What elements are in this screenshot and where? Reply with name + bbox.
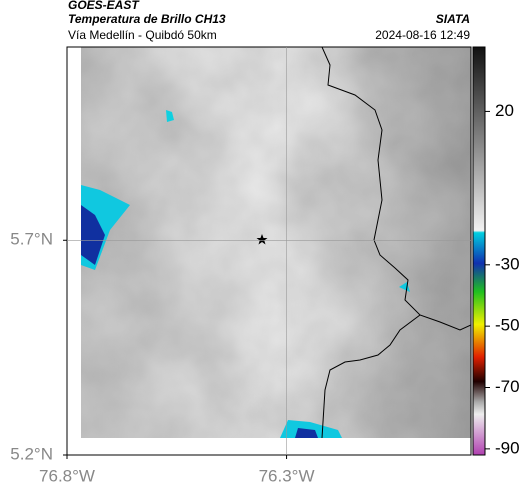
x-tick-label: 76.3°W [259,466,315,485]
colorbar-tick-label: 20 [495,101,514,120]
colorbar-tick-label: -50 [495,316,520,335]
y-tick-label: 5.2°N [10,444,53,463]
x-tick-label: 76.8°W [39,466,95,485]
map-frame [66,46,472,456]
title: Temperatura de Brillo CH13 [68,12,226,26]
datetime: 2024-08-16 12:49 [375,28,470,42]
colorbar-tick-label: -90 [495,438,520,457]
source: GOES-EAST [68,0,140,12]
y-tick-label: 5.7°N [10,230,53,249]
agency: SIATA [436,12,470,26]
colorbar-tick-label: -30 [495,254,520,273]
subtitle: Vía Medellín - Quibdó 50km [68,28,217,42]
colorbar-tick-label: -70 [495,377,520,396]
satellite-image [67,47,471,455]
colorbar [472,46,486,456]
location-marker [256,234,268,245]
